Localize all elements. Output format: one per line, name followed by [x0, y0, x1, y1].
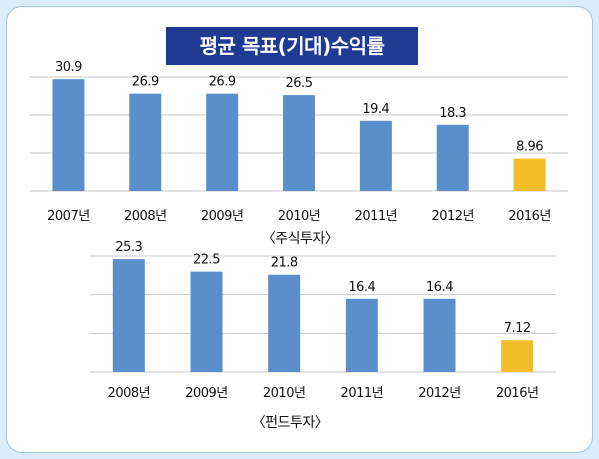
category-label: 2009년 [201, 209, 244, 224]
stock-investment-caption: 〈주식투자〉 [261, 231, 339, 247]
category-label: 2016년 [496, 386, 539, 401]
data-label: 21.8 [271, 256, 298, 271]
category-label: 2008년 [108, 386, 151, 401]
category-label: 2012년 [431, 209, 474, 224]
category-label: 2011년 [341, 386, 384, 401]
category-label: 2016년 [508, 209, 551, 224]
data-label: 18.3 [439, 106, 466, 121]
category-label: 2007년 [47, 209, 90, 224]
category-label: 2009년 [185, 386, 228, 401]
data-label: 26.5 [286, 76, 313, 91]
data-label: 19.4 [362, 102, 389, 117]
bar [423, 298, 456, 372]
chart-title: 평균 목표(기대)수익률 [166, 27, 418, 65]
data-label: 16.4 [426, 280, 453, 295]
bar [129, 93, 162, 191]
data-label: 30.9 [55, 60, 82, 75]
data-label: 16.4 [348, 280, 375, 295]
data-label: 8.96 [516, 140, 543, 155]
bar [436, 124, 469, 191]
chart-panel [6, 6, 593, 453]
category-label: 2008년 [124, 209, 167, 224]
bar [345, 298, 378, 372]
bar [268, 274, 301, 372]
category-label: 2010년 [278, 209, 321, 224]
category-label: 2010년 [263, 386, 306, 401]
category-label: 2012년 [418, 386, 461, 401]
data-label: 26.9 [132, 75, 159, 90]
bar [190, 271, 223, 372]
bar [283, 95, 315, 191]
bar [112, 259, 145, 372]
data-label: 25.3 [115, 240, 142, 255]
bar [52, 79, 85, 191]
category-label: 2011년 [355, 209, 398, 224]
data-label: 26.9 [209, 75, 236, 90]
bar [513, 158, 546, 191]
data-label: 7.12 [504, 321, 531, 336]
bar [359, 120, 392, 191]
fund-investment-caption: 〈펀드투자〉 [251, 415, 329, 431]
bar [501, 340, 534, 372]
data-label: 22.5 [193, 253, 220, 268]
bar [206, 93, 239, 191]
